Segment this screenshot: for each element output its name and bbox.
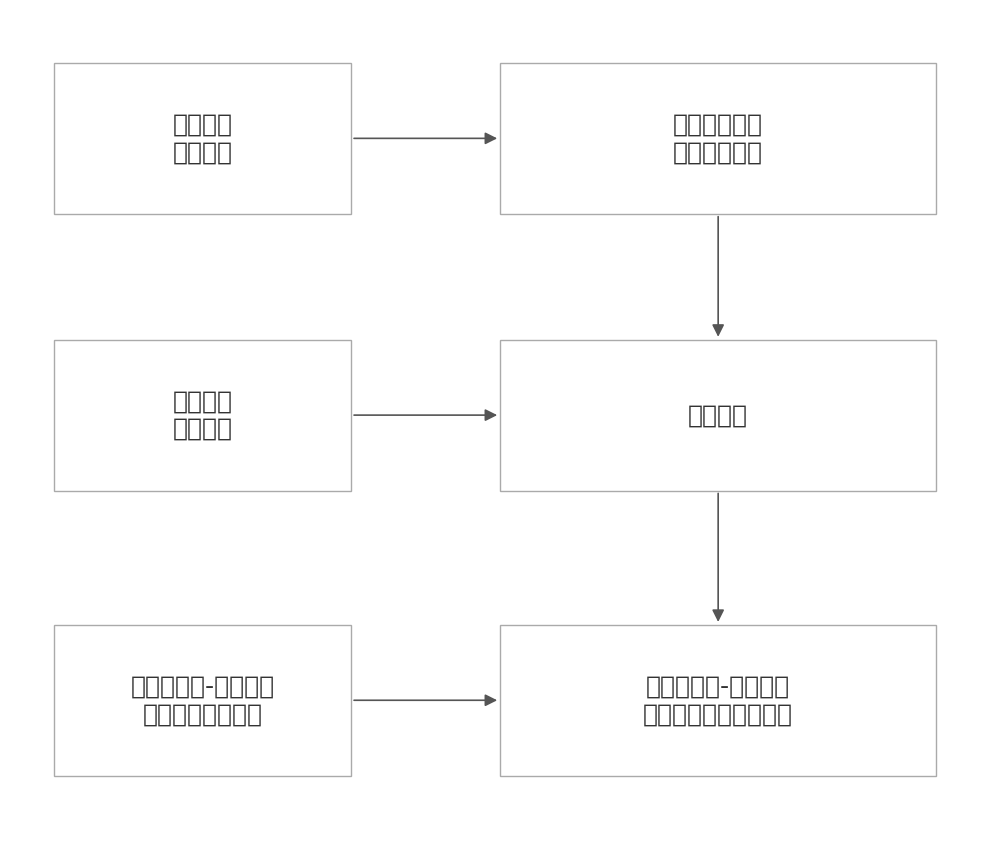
Text: 数值方法
精确数据: 数值方法 精确数据 bbox=[173, 390, 233, 441]
Text: 线性海面电磁
散射系数计算: 线性海面电磁 散射系数计算 bbox=[673, 113, 763, 164]
Text: 线性海面
几何建模: 线性海面 几何建模 bbox=[173, 113, 233, 164]
FancyBboxPatch shape bbox=[500, 340, 936, 490]
FancyBboxPatch shape bbox=[54, 340, 351, 490]
FancyBboxPatch shape bbox=[500, 63, 936, 213]
Text: 模型校验: 模型校验 bbox=[688, 403, 748, 427]
FancyBboxPatch shape bbox=[54, 63, 351, 213]
Text: 非线性风浪-涌浪混合
模式海面几何建模: 非线性风浪-涌浪混合 模式海面几何建模 bbox=[130, 674, 275, 726]
FancyBboxPatch shape bbox=[54, 625, 351, 776]
Text: 非线性风浪-涌浪混合
模式海面电磁散射建模: 非线性风浪-涌浪混合 模式海面电磁散射建模 bbox=[643, 674, 793, 726]
FancyBboxPatch shape bbox=[500, 625, 936, 776]
